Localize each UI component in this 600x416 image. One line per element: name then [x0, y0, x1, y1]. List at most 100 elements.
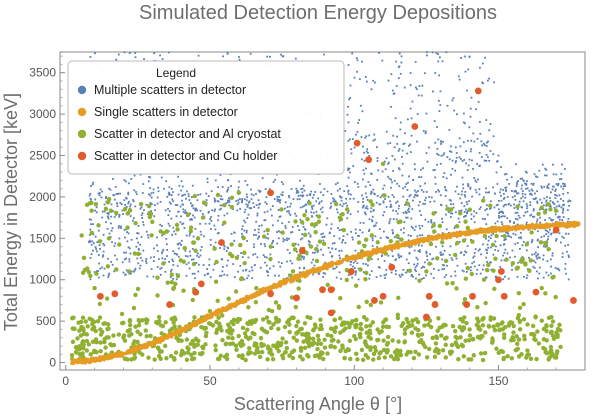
data-point — [172, 260, 174, 263]
data-point — [347, 139, 350, 142]
data-point — [407, 207, 410, 210]
data-point — [396, 135, 398, 138]
data-point — [449, 342, 455, 348]
data-point — [467, 164, 470, 167]
data-point — [470, 139, 473, 142]
data-point — [448, 129, 451, 131]
data-point — [361, 206, 364, 209]
data-point — [373, 348, 379, 353]
data-point — [298, 327, 303, 332]
data-point — [460, 193, 463, 196]
data-point — [491, 316, 497, 321]
data-point — [510, 260, 516, 266]
data-point — [450, 281, 455, 286]
data-point — [139, 264, 142, 267]
data-point — [306, 331, 311, 337]
data-point — [395, 210, 397, 213]
data-point — [259, 190, 262, 193]
data-point — [521, 302, 526, 307]
data-point — [236, 209, 239, 212]
data-point — [274, 274, 277, 277]
data-point — [364, 324, 369, 329]
data-point — [530, 188, 533, 191]
data-point — [124, 273, 127, 276]
data-point — [536, 218, 539, 221]
data-point — [235, 200, 238, 202]
data-point — [278, 274, 280, 277]
data-point — [118, 237, 121, 240]
data-point — [153, 52, 156, 55]
data-point — [464, 215, 466, 218]
data-point — [434, 335, 440, 340]
data-point — [483, 300, 488, 306]
data-point — [488, 315, 493, 320]
data-point — [349, 84, 352, 87]
data-point — [243, 229, 246, 232]
data-point — [393, 349, 399, 355]
data-point — [443, 355, 449, 360]
data-point — [251, 277, 254, 280]
data-point — [502, 205, 505, 208]
data-point — [385, 273, 388, 276]
data-point — [146, 355, 151, 360]
data-point — [378, 300, 384, 305]
data-point — [443, 249, 446, 252]
data-point — [426, 160, 429, 163]
data-point — [434, 346, 439, 352]
data-point — [222, 55, 224, 58]
data-point — [458, 316, 463, 322]
data-point — [537, 246, 539, 249]
data-point — [504, 238, 507, 241]
data-point — [438, 190, 441, 193]
data-point — [363, 172, 366, 175]
data-point — [315, 333, 321, 338]
data-point — [546, 184, 549, 187]
data-point — [313, 264, 316, 267]
data-point — [419, 227, 421, 230]
data-point — [90, 243, 93, 246]
data-point — [103, 267, 106, 270]
data-point — [311, 196, 314, 199]
data-point — [102, 254, 105, 257]
data-point — [88, 239, 91, 242]
data-point — [494, 222, 497, 225]
data-point — [479, 121, 481, 123]
data-point — [417, 250, 420, 253]
data-point — [107, 274, 110, 277]
data-point — [561, 204, 564, 207]
data-point — [370, 88, 373, 91]
data-point — [391, 232, 394, 235]
data-point — [134, 56, 137, 59]
data-point — [402, 187, 404, 190]
data-point — [298, 345, 304, 351]
data-point — [504, 248, 507, 251]
data-point — [91, 240, 94, 243]
data-point — [385, 157, 388, 160]
data-point — [395, 201, 397, 204]
data-point — [150, 192, 153, 195]
data-point — [424, 196, 427, 199]
data-point — [554, 267, 557, 269]
data-point — [434, 141, 437, 144]
data-point — [81, 345, 86, 351]
data-point — [340, 199, 343, 202]
data-point — [257, 228, 260, 231]
data-point — [563, 183, 566, 185]
data-point — [382, 187, 384, 190]
data-point — [268, 325, 274, 331]
data-point — [368, 323, 373, 328]
data-point — [410, 217, 413, 220]
data-point — [389, 200, 391, 203]
data-point — [363, 151, 366, 154]
data-point — [533, 314, 538, 319]
data-point — [138, 332, 143, 337]
data-point — [239, 208, 242, 210]
data-point — [244, 221, 247, 224]
data-point — [466, 211, 468, 214]
data-point — [163, 320, 168, 325]
data-point — [473, 177, 476, 179]
data-point — [247, 345, 252, 351]
data-point — [513, 203, 515, 206]
data-point — [516, 223, 519, 226]
data-point — [543, 235, 546, 237]
